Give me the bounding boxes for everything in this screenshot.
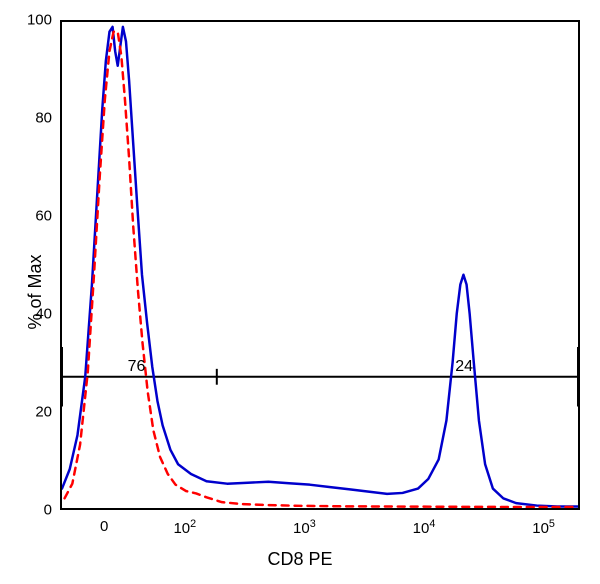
y-tick-label: 100 bbox=[27, 12, 52, 29]
gate-group bbox=[62, 347, 578, 407]
x-tick-label: 103 bbox=[293, 518, 316, 537]
y-tick-label: 0 bbox=[44, 502, 52, 519]
x-axis-title: CD8 PE bbox=[267, 549, 332, 570]
gate-region-label: 76 bbox=[128, 358, 146, 376]
plot-area: 76 24 bbox=[60, 20, 580, 510]
x-tick-label: 102 bbox=[173, 518, 196, 537]
y-tick-label: 40 bbox=[35, 306, 52, 323]
y-tick-label: 80 bbox=[35, 110, 52, 127]
series-sample bbox=[62, 27, 578, 507]
x-tick-label: 104 bbox=[413, 518, 436, 537]
flow-cytometry-histogram: 7624 % of Max CD8 PE 020406080100 010210… bbox=[0, 0, 600, 584]
x-tick-label: 0 bbox=[100, 518, 108, 535]
y-tick-label: 20 bbox=[35, 404, 52, 421]
gate-region-label: 24 bbox=[455, 358, 473, 376]
plot-svg bbox=[62, 22, 578, 508]
y-tick-label: 60 bbox=[35, 208, 52, 225]
x-tick-label: 105 bbox=[532, 518, 555, 537]
